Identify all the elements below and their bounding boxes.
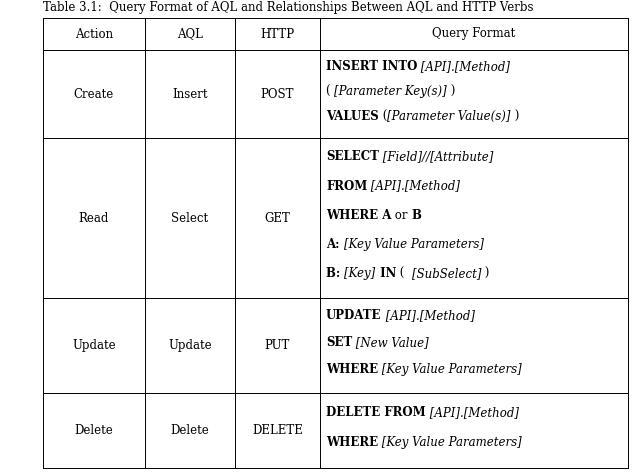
Text: ): )	[447, 85, 455, 98]
Text: FROM: FROM	[326, 179, 367, 193]
Text: Select: Select	[171, 211, 208, 225]
Text: DELETE FROM: DELETE FROM	[326, 406, 425, 419]
Text: [API].[Method]: [API].[Method]	[367, 179, 460, 193]
Text: DELETE: DELETE	[252, 424, 303, 437]
Text: WHERE: WHERE	[326, 436, 378, 449]
Text: [API].[Method]: [API].[Method]	[382, 309, 474, 322]
Text: WHERE: WHERE	[326, 363, 378, 377]
Text: ): )	[481, 267, 490, 280]
Text: (: (	[396, 267, 412, 280]
Text: AQL: AQL	[177, 27, 203, 41]
Text: (: (	[378, 110, 387, 123]
Text: GET: GET	[265, 211, 290, 225]
Text: Query Format: Query Format	[432, 27, 516, 41]
Text: [Key]: [Key]	[344, 267, 376, 280]
Text: Delete: Delete	[75, 424, 114, 437]
Text: ): )	[511, 110, 519, 123]
Text: B: B	[411, 209, 422, 221]
Text: Create: Create	[74, 88, 114, 100]
Text: SELECT: SELECT	[326, 150, 379, 163]
Text: Delete: Delete	[171, 424, 210, 437]
Text: Action: Action	[75, 27, 113, 41]
Text: [Key Value Parameters]: [Key Value Parameters]	[378, 436, 522, 449]
Text: Update: Update	[168, 339, 212, 352]
Text: [API].[Method]: [API].[Method]	[417, 60, 511, 73]
Text: Table 3.1:  Query Format of AQL and Relationships Between AQL and HTTP Verbs: Table 3.1: Query Format of AQL and Relat…	[43, 1, 533, 14]
Text: [Key Value Parameters]: [Key Value Parameters]	[378, 363, 522, 377]
Text: VALUES: VALUES	[326, 110, 378, 123]
Text: POST: POST	[261, 88, 294, 100]
Text: [Parameter Key(s)]: [Parameter Key(s)]	[335, 85, 447, 98]
Text: [Field]//[Attribute]: [Field]//[Attribute]	[379, 150, 493, 163]
Text: SET: SET	[326, 336, 352, 349]
Text: INSERT INTO: INSERT INTO	[326, 60, 417, 73]
Text: [API].[Method]: [API].[Method]	[425, 406, 519, 419]
Text: Insert: Insert	[172, 88, 208, 100]
Text: UPDATE: UPDATE	[326, 309, 382, 322]
Text: [Key Value Parameters]: [Key Value Parameters]	[344, 237, 484, 251]
Text: [Parameter Value(s)]: [Parameter Value(s)]	[387, 110, 511, 123]
Text: Update: Update	[72, 339, 116, 352]
Text: [New Value]: [New Value]	[352, 336, 429, 349]
Text: IN: IN	[376, 267, 396, 280]
Text: (: (	[326, 85, 335, 98]
Text: Read: Read	[79, 211, 109, 225]
Text: HTTP: HTTP	[260, 27, 295, 41]
Text: PUT: PUT	[265, 339, 290, 352]
Text: B:: B:	[326, 267, 344, 280]
Text: A:: A:	[326, 237, 344, 251]
Text: [SubSelect]: [SubSelect]	[412, 267, 481, 280]
Text: WHERE A: WHERE A	[326, 209, 391, 221]
Text: or: or	[391, 209, 411, 221]
